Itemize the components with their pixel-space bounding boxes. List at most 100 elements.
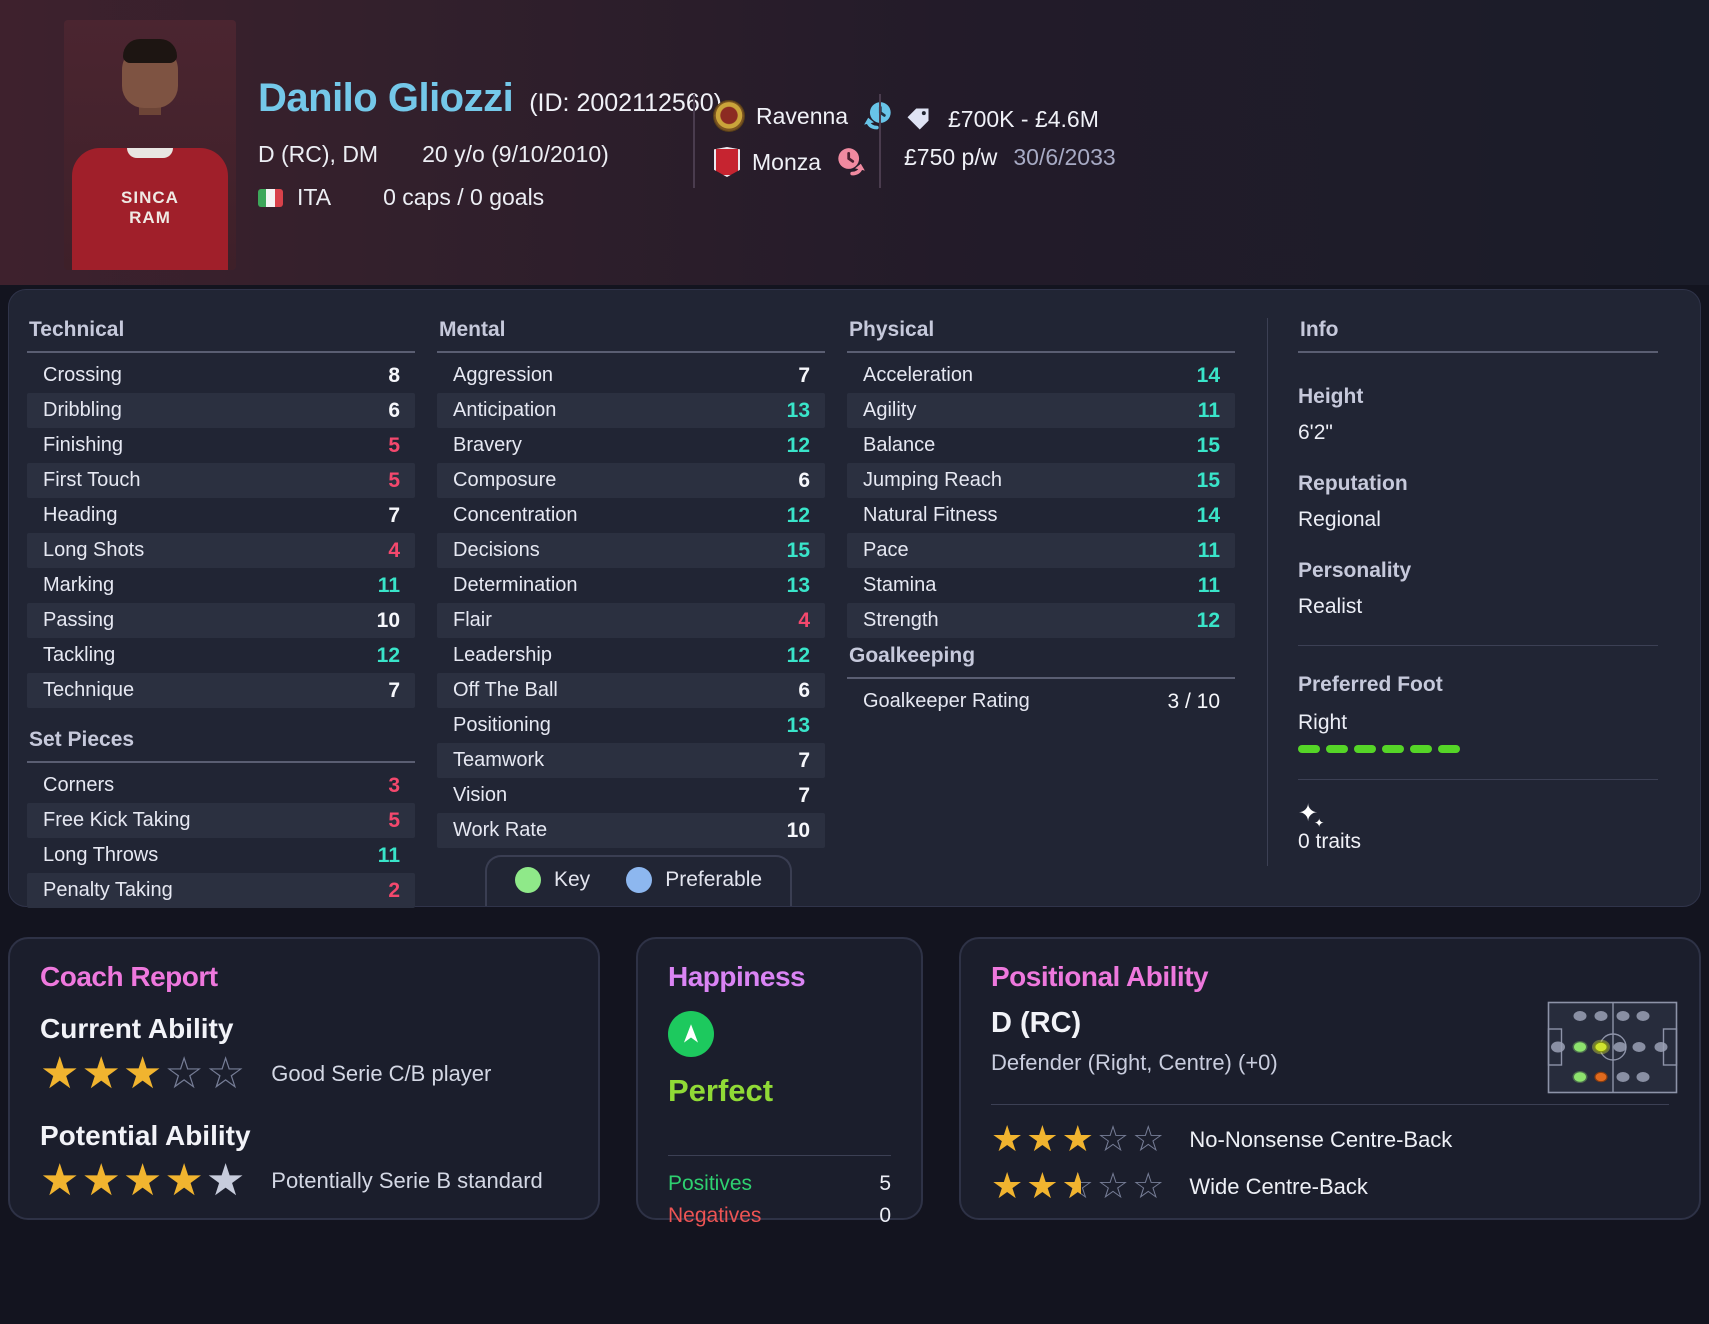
attribute-row: Crossing 8 xyxy=(27,358,415,393)
club-row-monza[interactable]: Monza xyxy=(714,142,896,182)
legend-preferable-label: Preferable xyxy=(665,868,763,891)
attribute-value: 13 xyxy=(786,398,810,422)
attribute-label: Tackling xyxy=(43,644,116,666)
attribute-row: Heading 7 xyxy=(27,498,415,533)
transfer-value: £700K - £4.6M xyxy=(948,105,1099,132)
attribute-label: Crossing xyxy=(43,364,122,386)
attribute-row: Pace 11 xyxy=(847,533,1235,568)
ravenna-badge-icon xyxy=(714,101,744,131)
club-row-ravenna[interactable]: Ravenna xyxy=(714,96,896,136)
attribute-label: Long Shots xyxy=(43,539,145,561)
attribute-value: 5 xyxy=(388,808,400,832)
role-rating-row: ★ ★ ★ ☆ ☆ No-Nonsense Centre-Back xyxy=(991,1119,1669,1160)
attribute-row: Finishing 5 xyxy=(27,428,415,463)
header-divider xyxy=(879,94,881,188)
physical-section-title: Physical xyxy=(847,312,1235,353)
attribute-label: Concentration xyxy=(453,504,578,526)
attribute-value: 12 xyxy=(786,433,810,457)
attribute-label: Work Rate xyxy=(453,819,548,841)
attribute-row: Flair 4 xyxy=(437,603,825,638)
attribute-label: Anticipation xyxy=(453,399,557,421)
attribute-row: Work Rate 10 xyxy=(437,813,825,848)
attribute-label: Bravery xyxy=(453,434,522,456)
attribute-label: Technique xyxy=(43,679,135,701)
attribute-value: 5 xyxy=(388,468,400,492)
monza-badge-icon xyxy=(714,147,740,177)
club-name[interactable]: Ravenna xyxy=(756,102,849,129)
contract-info: £700K - £4.6M £750 p/w 30/6/2033 xyxy=(904,100,1116,176)
player-profile-page: SINCA RAM Danilo Gliozzi (ID: 2002112560… xyxy=(0,0,1709,1220)
role-label: Wide Centre-Back xyxy=(1189,1174,1368,1200)
role-ratings: ★ ★ ★ ☆ ☆ No-Nonsense Centre-Back ★ ★ ☆ ★ ☆ ☆ Wid… xyxy=(991,1119,1669,1208)
star-gold: ★ xyxy=(81,1154,123,1206)
club-name[interactable]: Monza xyxy=(752,148,822,175)
attribute-label: Vision xyxy=(453,784,508,806)
position-map xyxy=(1547,1001,1678,1094)
player-name: Danilo Gliozzi xyxy=(258,76,514,120)
attribute-value: 6 xyxy=(798,678,810,702)
attribute-row: Positioning 13 xyxy=(437,708,825,743)
player-header: SINCA RAM Danilo Gliozzi (ID: 2002112560… xyxy=(0,0,1709,285)
set-pieces-section-title: Set Pieces xyxy=(27,722,415,763)
happiness-status: Perfect xyxy=(668,1073,774,1108)
attribute-label: Pace xyxy=(863,539,909,561)
star-gold: ★ xyxy=(991,1119,1027,1160)
coach-report-card: Coach Report Current Ability ★ ★ ★ ☆ ☆ Good … xyxy=(8,937,600,1220)
attribute-row: Long Throws 11 xyxy=(27,838,415,873)
attribute-row: First Touch 5 xyxy=(27,463,415,498)
reputation-label: Reputation xyxy=(1298,472,1408,495)
attribute-value: 10 xyxy=(376,608,400,632)
attribute-row: Technique 7 xyxy=(27,673,415,708)
loan-clock-pink-icon xyxy=(838,148,865,176)
attribute-value: 12 xyxy=(1196,608,1220,632)
star-empty: ☆ xyxy=(1132,1119,1168,1160)
technical-rows: Crossing 8 Dribbling 6 Finishing 5 xyxy=(27,358,415,708)
attribute-label: Composure xyxy=(453,469,557,491)
attribute-label: Agility xyxy=(863,399,917,421)
attribute-row: Dribbling 6 xyxy=(27,393,415,428)
attribute-row: Composure 6 xyxy=(437,463,825,498)
attribute-label: Free Kick Taking xyxy=(43,809,191,831)
star-empty: ☆ xyxy=(1096,1119,1133,1160)
player-id: (ID: 2002112560) xyxy=(529,89,722,117)
info-section-title: Info xyxy=(1298,312,1658,353)
attribute-value: 14 xyxy=(1196,503,1220,527)
star-gold: ★ xyxy=(81,1048,123,1099)
attribute-label: Corners xyxy=(43,774,115,796)
attribute-label: Finishing xyxy=(43,434,124,456)
star-gold: ★ xyxy=(991,1166,1027,1208)
attribute-row: Off The Ball 6 xyxy=(437,673,825,708)
attribute-label: Jumping Reach xyxy=(863,469,1002,491)
attribute-row: Corners 3 xyxy=(27,768,415,803)
bottom-cards: Coach Report Current Ability ★ ★ ★ ☆ ☆ Good … xyxy=(8,937,1701,1227)
potential-ability-label: Potential Ability xyxy=(40,1119,251,1151)
positives-label: Positives xyxy=(668,1172,753,1195)
negatives-count: 0 xyxy=(879,1204,891,1227)
attribute-label: Leadership xyxy=(453,644,552,666)
star-empty: ☆ xyxy=(205,1048,248,1099)
attribute-value: 6 xyxy=(388,398,400,422)
height-label: Height xyxy=(1298,385,1364,408)
star-gold: ★ xyxy=(40,1048,82,1099)
role-stars: ★ ★ ★ ☆ ☆ xyxy=(991,1119,1167,1160)
happiness-title: Happiness xyxy=(668,961,806,992)
goalkeeper-rating-label: Goalkeeper Rating xyxy=(863,690,1030,712)
star-gold: ★ xyxy=(1026,1119,1062,1160)
attribute-row: Agility 11 xyxy=(847,393,1235,428)
attribute-value: 4 xyxy=(798,608,810,632)
physical-rows: Acceleration 14 Agility 11 Balance 15 xyxy=(847,358,1235,638)
attribute-value: 7 xyxy=(798,783,810,807)
attribute-label: Off The Ball xyxy=(453,679,558,701)
positives-count: 5 xyxy=(879,1172,891,1195)
star-empty: ☆ xyxy=(1132,1166,1168,1208)
attribute-row: Bravery 12 xyxy=(437,428,825,463)
attribute-row: Balance 15 xyxy=(847,428,1235,463)
attribute-label: Positioning xyxy=(453,714,551,736)
star-gold: ★ xyxy=(40,1154,82,1206)
attribute-label: Teamwork xyxy=(453,749,545,771)
current-ability-label: Current Ability xyxy=(40,1013,234,1044)
attribute-value: 15 xyxy=(1196,468,1220,492)
info-panel: Info Height 6'2" Reputation Regional Per… xyxy=(1298,312,1658,906)
player-photo: SINCA RAM xyxy=(64,20,236,270)
attribute-label: Flair xyxy=(453,609,492,631)
